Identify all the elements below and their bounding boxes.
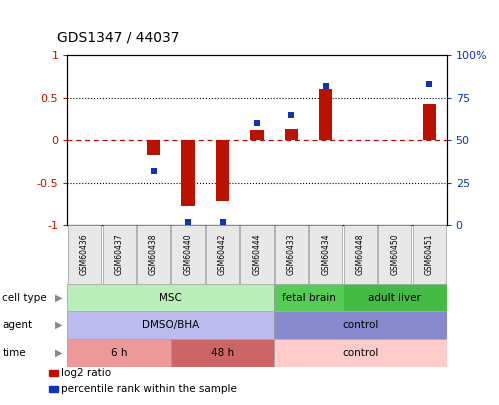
Point	[219, 219, 227, 225]
Bar	[137, 225, 170, 284]
Text: GSM60438: GSM60438	[149, 234, 158, 275]
Text: adult liver: adult liver	[368, 293, 421, 303]
Text: 6 h: 6 h	[111, 348, 127, 358]
Point	[287, 111, 295, 118]
Bar	[206, 225, 239, 284]
Text: percentile rank within the sample: percentile rank within the sample	[61, 384, 237, 394]
Bar	[275, 225, 308, 284]
Bar	[344, 225, 377, 284]
Text: ▶: ▶	[55, 348, 62, 358]
Text: GDS1347 / 44037: GDS1347 / 44037	[57, 31, 180, 45]
Bar	[67, 284, 274, 311]
Text: GSM60437: GSM60437	[115, 234, 124, 275]
Bar	[378, 225, 412, 284]
Bar	[171, 339, 274, 367]
Bar	[285, 129, 298, 140]
Text: DMSO/BHA: DMSO/BHA	[142, 320, 200, 330]
Bar	[274, 339, 447, 367]
Point	[150, 168, 158, 174]
Bar	[182, 140, 195, 207]
Text: 48 h: 48 h	[211, 348, 234, 358]
Text: GSM60436: GSM60436	[80, 234, 89, 275]
Text: GSM60440: GSM60440	[184, 234, 193, 275]
Text: GSM60433: GSM60433	[287, 234, 296, 275]
Text: cell type: cell type	[2, 293, 47, 303]
Bar	[274, 311, 447, 339]
Text: MSC: MSC	[159, 293, 182, 303]
Text: ▶: ▶	[55, 320, 62, 330]
Bar	[274, 284, 343, 311]
Bar	[68, 225, 101, 284]
Bar	[67, 339, 171, 367]
Text: fetal brain: fetal brain	[282, 293, 336, 303]
Bar	[49, 370, 58, 376]
Bar	[319, 89, 332, 140]
Bar	[147, 140, 160, 156]
Text: GSM60448: GSM60448	[356, 234, 365, 275]
Text: GSM60434: GSM60434	[321, 234, 330, 275]
Bar	[250, 130, 263, 140]
Point	[253, 120, 261, 126]
Bar	[67, 311, 274, 339]
Bar	[216, 140, 229, 201]
Bar	[172, 225, 205, 284]
Text: log2 ratio: log2 ratio	[61, 368, 111, 378]
Point	[322, 83, 330, 89]
Bar	[102, 225, 136, 284]
Text: GSM60444: GSM60444	[252, 234, 261, 275]
Point	[184, 219, 192, 225]
Text: time: time	[2, 348, 26, 358]
Text: control: control	[342, 320, 379, 330]
Bar	[343, 284, 447, 311]
Text: GSM60451: GSM60451	[425, 234, 434, 275]
Bar	[413, 225, 446, 284]
Text: GSM60450: GSM60450	[390, 234, 399, 275]
Text: ▶: ▶	[55, 293, 62, 303]
Bar	[49, 386, 58, 392]
Bar	[309, 225, 342, 284]
Bar	[241, 225, 273, 284]
Point	[425, 81, 433, 87]
Text: GSM60442: GSM60442	[218, 234, 227, 275]
Text: agent: agent	[2, 320, 32, 330]
Bar	[423, 104, 436, 140]
Text: control: control	[342, 348, 379, 358]
